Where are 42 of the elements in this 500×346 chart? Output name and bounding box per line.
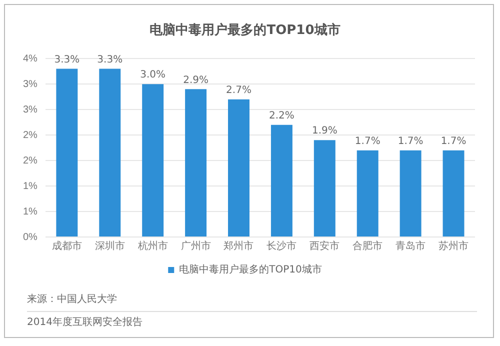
data-label: 3.3% bbox=[97, 54, 123, 66]
y-tick-label: 3% bbox=[23, 104, 38, 116]
bar bbox=[142, 84, 164, 236]
x-tick-label: 合肥市 bbox=[352, 240, 383, 252]
bar bbox=[314, 140, 336, 236]
x-tick-label: 苏州市 bbox=[438, 240, 469, 252]
y-tick-label: 3% bbox=[23, 78, 38, 90]
data-label: 1.7% bbox=[354, 136, 380, 147]
x-tick-label: 广州市 bbox=[180, 240, 211, 252]
bar bbox=[442, 150, 464, 236]
x-tick-label: 郑州市 bbox=[224, 240, 254, 252]
bar bbox=[400, 150, 422, 236]
x-tick-label: 西安市 bbox=[310, 240, 340, 252]
y-tick-label: 1% bbox=[23, 180, 38, 192]
x-tick-label: 深圳市 bbox=[94, 240, 125, 252]
bar bbox=[56, 68, 78, 236]
x-tick-label: 长沙市 bbox=[266, 240, 297, 252]
y-tick-label: 0% bbox=[23, 232, 38, 243]
bar bbox=[356, 150, 378, 236]
data-label: 3.3% bbox=[54, 54, 80, 66]
legend-label: 电脑中毒用户最多的TOP10城市 bbox=[179, 264, 322, 276]
x-tick-label: 成都市 bbox=[52, 240, 82, 252]
source-note: 来源：中国人民大学 bbox=[27, 292, 118, 307]
data-label: 1.7% bbox=[398, 136, 424, 147]
bar bbox=[99, 68, 121, 236]
y-tick-label: 1% bbox=[23, 206, 38, 218]
text: 2014年度互联网安全报告 bbox=[27, 311, 477, 334]
bar bbox=[185, 89, 207, 236]
x-tick-label: 杭州市 bbox=[136, 240, 168, 252]
y-tick-label: 4% bbox=[23, 53, 38, 64]
data-label: 2.9% bbox=[183, 74, 208, 86]
bar bbox=[228, 99, 250, 236]
y-tick-label: 2% bbox=[23, 155, 38, 166]
data-label: 2.7% bbox=[226, 84, 252, 96]
data-label: 2.2% bbox=[269, 110, 294, 122]
bar bbox=[270, 124, 292, 236]
x-tick-label: 青岛市 bbox=[396, 240, 426, 252]
data-label: 3.0% bbox=[140, 70, 166, 81]
data-label: 1.9% bbox=[312, 126, 338, 137]
y-tick-label: 2% bbox=[23, 130, 38, 141]
data-label: 1.7% bbox=[440, 136, 466, 147]
chart-title: 电脑中毒用户最多的TOP10城市 bbox=[150, 22, 340, 38]
